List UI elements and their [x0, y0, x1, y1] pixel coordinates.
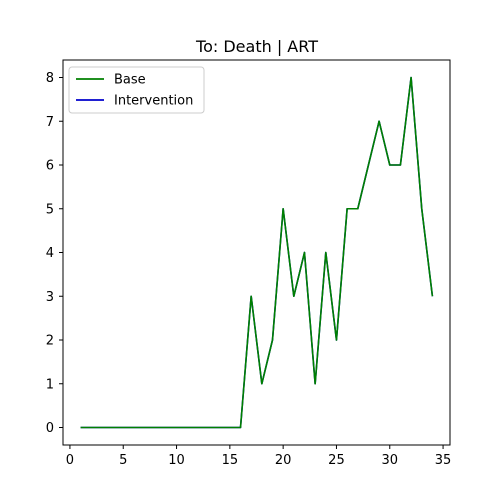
legend-label-0: Base [114, 73, 146, 88]
x-tick-label: 20 [275, 453, 292, 468]
x-tick-label: 30 [381, 453, 398, 468]
legend-label-1: Intervention [114, 94, 193, 109]
y-tick-label: 7 [46, 115, 54, 130]
x-axis: 0 5 10 15 20 25 30 35 [66, 445, 452, 468]
x-tick-label: 15 [222, 453, 239, 468]
y-tick-label: 5 [46, 202, 54, 217]
x-tick-label: 35 [435, 453, 452, 468]
legend: Base Intervention [68, 66, 205, 114]
series-line-0 [80, 76, 434, 429]
y-tick-label: 2 [46, 334, 54, 349]
plot-frame [62, 59, 451, 446]
y-tick-label: 3 [46, 290, 54, 305]
x-tick-label: 25 [328, 453, 345, 468]
y-tick-label: 6 [46, 159, 54, 174]
series-line-1 [80, 76, 434, 429]
plot-lines [80, 76, 434, 429]
y-tick-label: 4 [46, 246, 54, 261]
y-axis: 0 1 2 3 4 5 6 7 8 [46, 71, 63, 436]
chart-title: To: Death | ART [195, 37, 318, 56]
y-tick-label: 1 [46, 377, 54, 392]
y-tick-label: 0 [46, 421, 54, 436]
y-tick-label: 8 [46, 71, 54, 86]
x-tick-label: 5 [119, 453, 127, 468]
x-tick-label: 10 [168, 453, 185, 468]
x-tick-label: 0 [66, 453, 74, 468]
